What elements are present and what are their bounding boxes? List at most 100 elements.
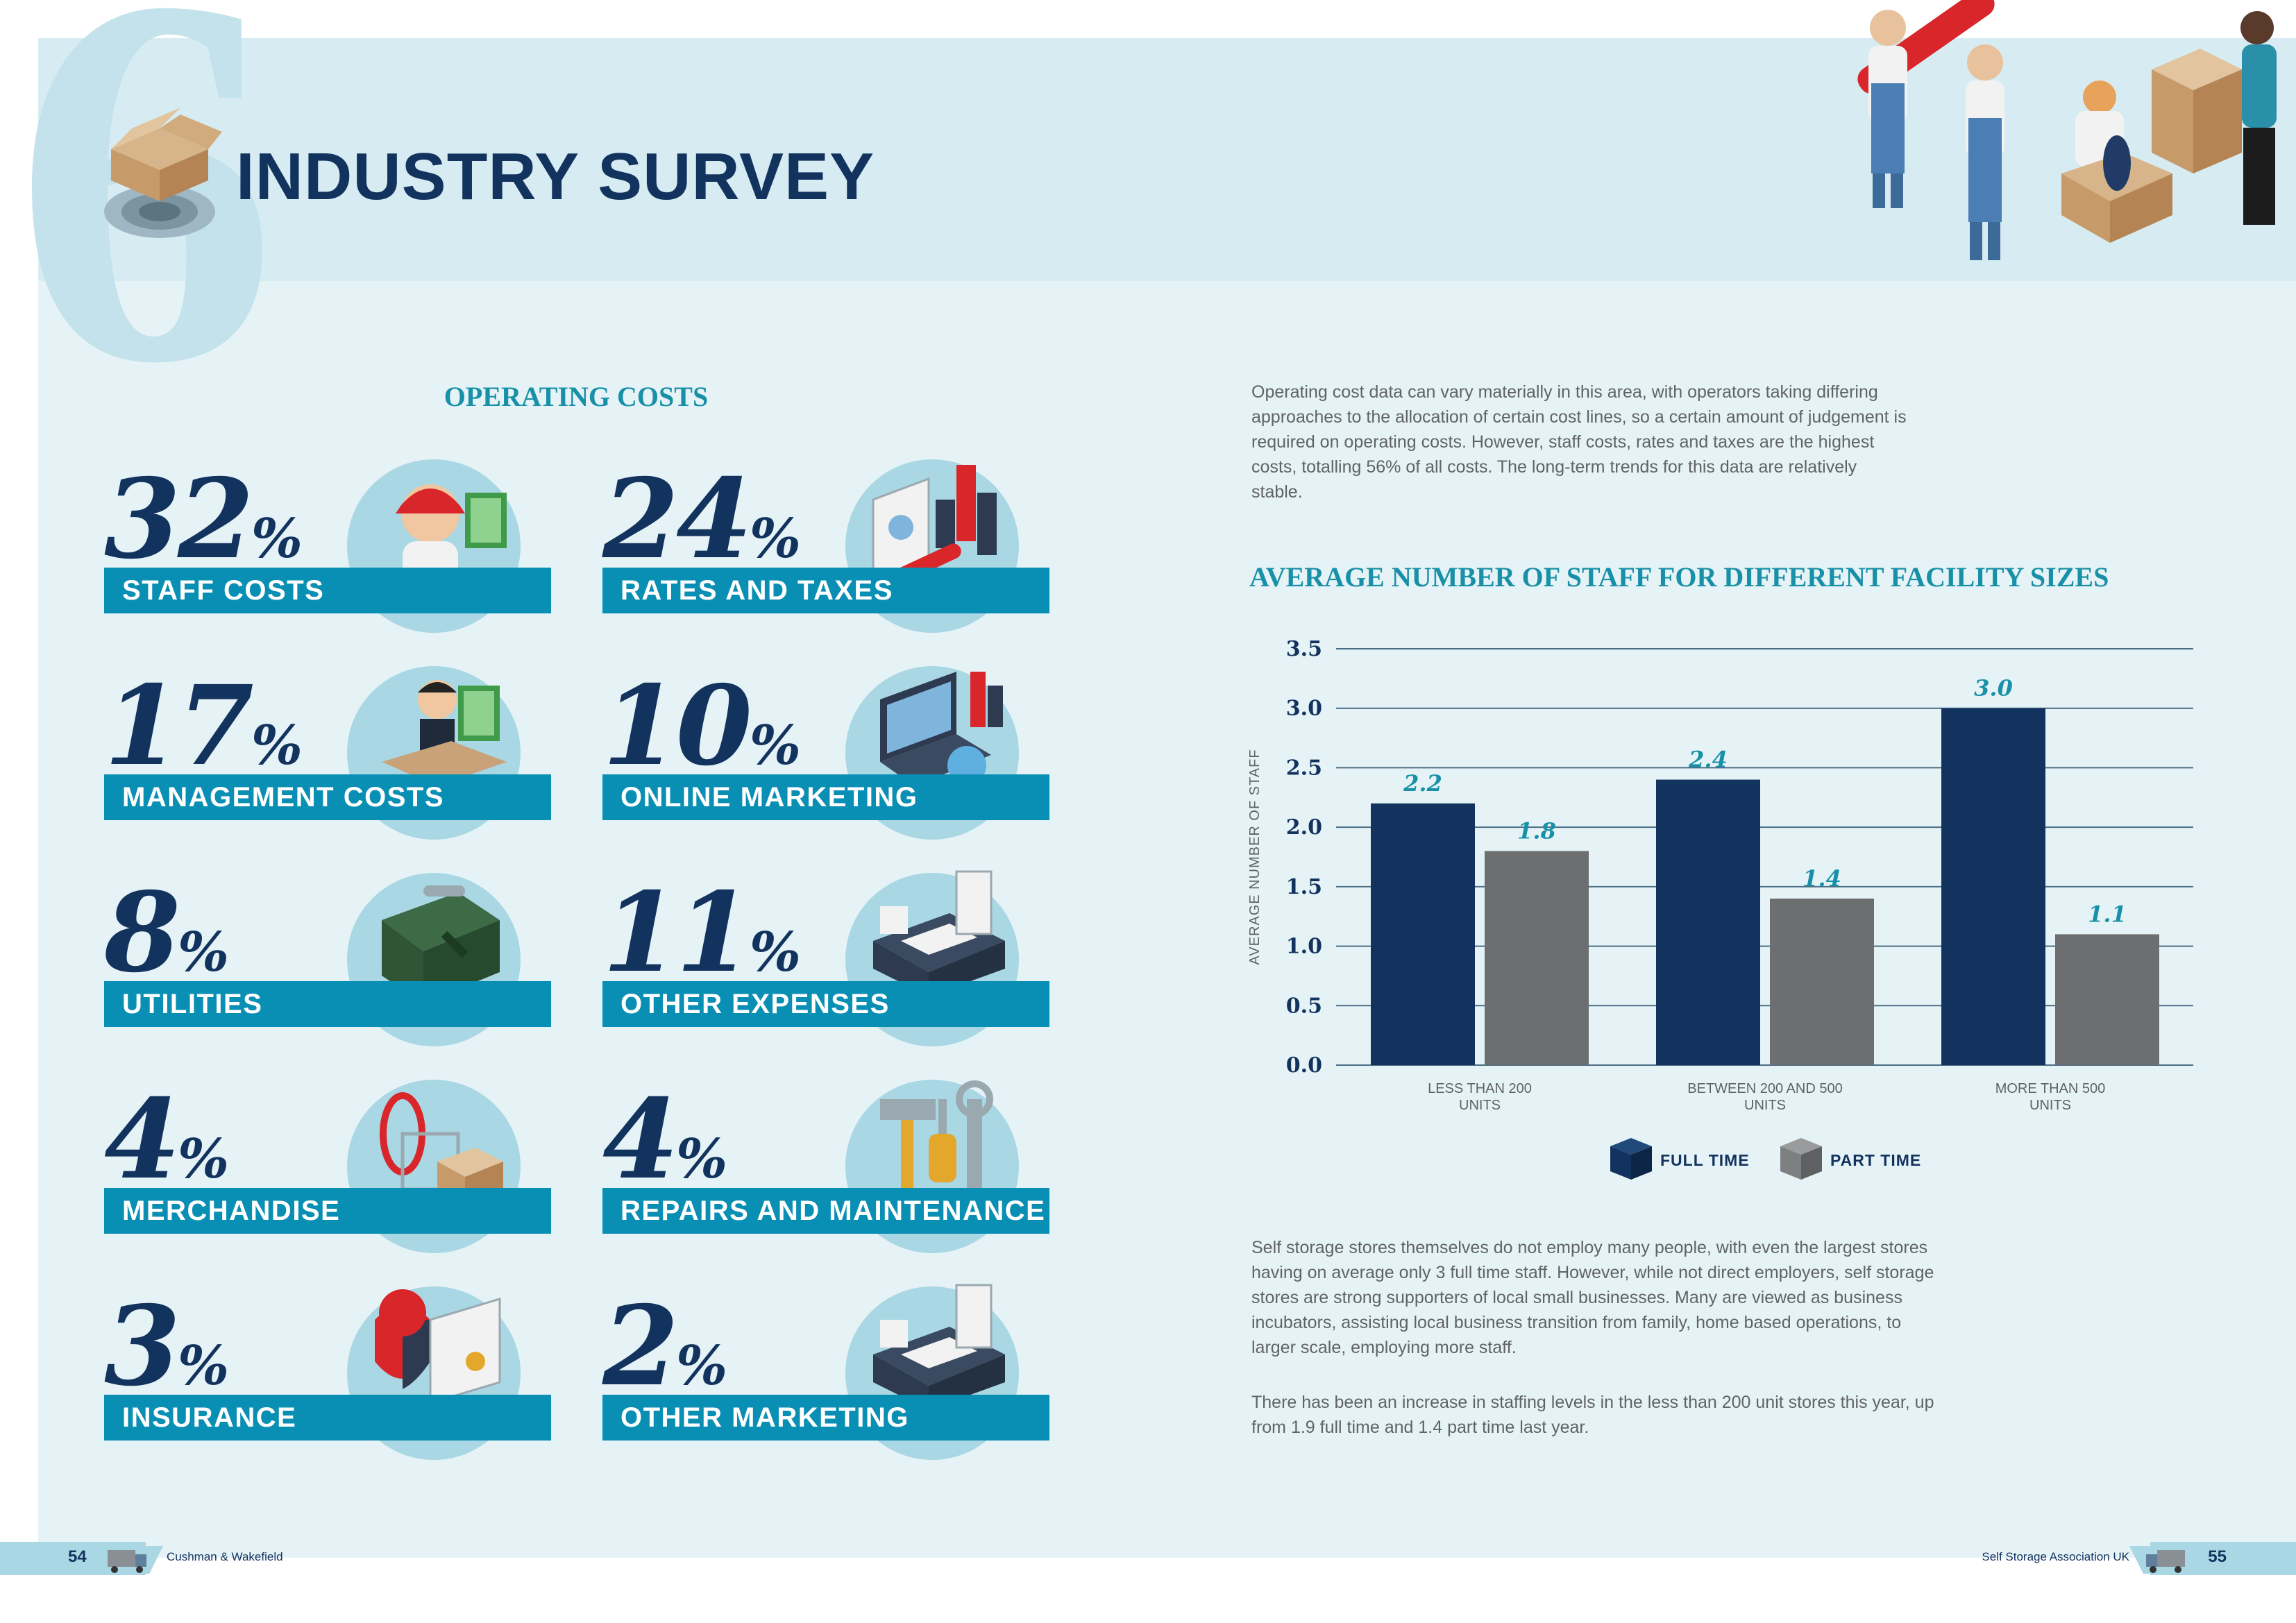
bar-full-time [1656, 779, 1760, 1065]
cost-card: 11% OTHER EXPENSES [602, 870, 1049, 1073]
data-label: 1.1 [2088, 901, 2127, 927]
y-tick-label: 0.5 [1286, 994, 1322, 1018]
cost-percentage: 8% [104, 878, 229, 988]
percent-symbol: % [675, 1334, 728, 1397]
percent-symbol: % [177, 1128, 230, 1191]
y-tick-label: 0.0 [1286, 1053, 1322, 1078]
cost-percentage: 11% [602, 878, 801, 988]
operating-costs-title: OPERATING COSTS [444, 381, 709, 412]
cost-value: 4 [104, 1076, 180, 1204]
bar-part-time [1485, 851, 1589, 1065]
cost-card: 17% MANAGEMENT COSTS [104, 666, 551, 866]
data-label: 1.4 [1803, 865, 1841, 892]
legend-label: PART TIME [1830, 1151, 1921, 1169]
x-tick-label: MORE THAN 500 [1995, 1081, 2106, 1096]
cost-card: 2% OTHER MARKETING [602, 1284, 1049, 1486]
percent-symbol: % [251, 507, 303, 570]
cost-percentage: 4% [104, 1085, 229, 1195]
cost-card: 3% INSURANCE [104, 1286, 551, 1486]
cost-card: 8% UTILITIES [104, 873, 551, 1073]
cost-percentage: 24% [602, 465, 801, 575]
header-band [38, 38, 2296, 281]
cost-value: 3 [104, 1282, 180, 1411]
cost-card: 10% ONLINE MARKETING [602, 666, 1049, 866]
cost-label: OTHER EXPENSES [602, 981, 1049, 1027]
cost-percentage: 4% [602, 1085, 727, 1195]
intro-paragraph: Operating cost data can vary materially … [1251, 382, 1907, 502]
y-tick-label: 3.5 [1286, 637, 1322, 661]
cost-value: 32 [104, 455, 254, 584]
bar-part-time [2055, 934, 2159, 1065]
bar-full-time [1371, 803, 1475, 1065]
x-tick-label: LESS THAN 200 [1428, 1081, 1532, 1096]
x-tick-label: UNITS [1459, 1098, 1501, 1113]
cost-label: INSURANCE [104, 1395, 551, 1441]
staffing-change-paragraph: There has been an increase in staffing l… [1251, 1393, 1934, 1437]
cost-label: UTILITIES [104, 981, 551, 1027]
cost-percentage: 3% [104, 1292, 229, 1402]
cost-label: OTHER MARKETING [602, 1395, 1049, 1441]
cost-label: ONLINE MARKETING [602, 774, 1049, 820]
x-tick-label: UNITS [2029, 1098, 2071, 1113]
footer-publisher: Cushman & Wakefield [167, 1550, 283, 1563]
cost-value: 2 [602, 1282, 679, 1411]
movers-illustration [1857, 0, 2277, 260]
cost-card: 4% REPAIRS AND MAINTENANCE [602, 1080, 1049, 1280]
manager-icon [382, 680, 507, 786]
percent-symbol: % [749, 921, 801, 984]
data-label: 2.4 [1688, 747, 1728, 773]
staff-bar-chart: AVERAGE NUMBER OF STAFF 0.0 0.5 1.0 1.5 2.0 2.… [1247, 637, 2193, 1180]
footer: 54 Cushman & Wakefield Self Storage Asso… [0, 1542, 2296, 1575]
cost-label: STAFF COSTS [104, 568, 551, 613]
truck-icon [2129, 1546, 2192, 1574]
cost-value: 24 [602, 455, 752, 584]
cost-value: 10 [602, 662, 752, 790]
truck-icon [101, 1546, 163, 1574]
percent-symbol: % [749, 714, 801, 777]
y-tick-label: 1.0 [1286, 935, 1322, 959]
percent-symbol: % [177, 921, 230, 984]
cost-percentage: 17% [104, 672, 303, 781]
cost-label: MERCHANDISE [104, 1188, 551, 1234]
chart-title: AVERAGE NUMBER OF STAFF FOR DIFFERENT FA… [1249, 561, 2109, 593]
cost-percentage: 10% [602, 672, 801, 781]
cost-label: REPAIRS AND MAINTENANCE [602, 1188, 1049, 1234]
box-icon [104, 108, 222, 238]
cost-card: 32% STAFF COSTS [104, 459, 551, 659]
cash-register-icon [873, 1284, 1005, 1410]
cost-label: RATES AND TAXES [602, 568, 1049, 613]
bar-part-time [1770, 899, 1874, 1065]
legend-swatch [1780, 1138, 1822, 1180]
x-tick-label: UNITS [1744, 1098, 1786, 1113]
cost-value: 8 [104, 869, 180, 997]
documents-icon [872, 465, 997, 584]
laptop-icon [880, 672, 1003, 786]
bar-full-time [1941, 708, 2045, 1065]
insurance-icon [375, 1289, 501, 1405]
percent-symbol: % [749, 507, 801, 570]
y-tick-label: 3.0 [1286, 697, 1322, 721]
footer-association: Self Storage Association UK [1982, 1550, 2129, 1563]
cost-card: 24% RATES AND TAXES [602, 459, 1049, 659]
cost-value: 11 [602, 869, 752, 997]
page-title: INDUSTRY SURVEY [236, 139, 875, 214]
cost-percentage: 32% [104, 465, 303, 575]
tools-icon [880, 1080, 993, 1203]
staff-paragraph: Self storage stores themselves do not em… [1251, 1238, 1934, 1357]
percent-symbol: % [675, 1128, 728, 1191]
legend-swatch [1610, 1138, 1652, 1180]
x-tick-label: BETWEEN 200 AND 500 [1687, 1081, 1842, 1096]
data-label: 1.8 [1517, 817, 1556, 844]
data-label: 2.2 [1403, 770, 1442, 797]
cost-value: 4 [602, 1076, 679, 1204]
y-tick-label: 2.5 [1286, 756, 1322, 780]
cost-value: 17 [104, 662, 254, 790]
cost-percentage: 2% [602, 1292, 727, 1402]
cost-card: 4% MERCHANDISE [104, 1080, 551, 1280]
page-number-left: 54 [68, 1547, 87, 1566]
percent-symbol: % [177, 1334, 230, 1397]
cost-label: MANAGEMENT COSTS [104, 774, 551, 820]
legend-label: FULL TIME [1660, 1151, 1750, 1169]
y-tick-label: 2.0 [1286, 815, 1322, 840]
y-axis-label: AVERAGE NUMBER OF STAFF [1247, 749, 1263, 965]
